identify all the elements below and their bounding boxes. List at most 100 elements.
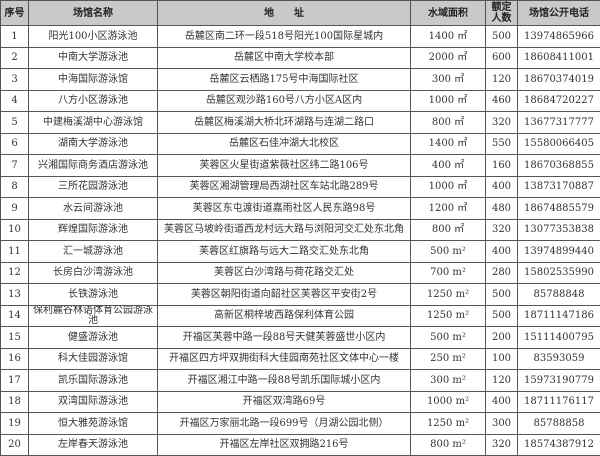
water-area: 1250 m² (411, 413, 486, 435)
venue-phone: 18684720227 (518, 90, 600, 112)
header-phone: 场馆公开电话 (518, 1, 600, 26)
venue-phone: 85788858 (518, 413, 600, 435)
venue-name: 兴湘国际商务酒店游泳池 (29, 155, 158, 177)
row-number: 17 (1, 370, 29, 392)
row-number: 1 (1, 26, 29, 48)
water-area: 1000 ㎡ (411, 176, 486, 198)
water-area: 250 m² (411, 348, 486, 370)
rated-capacity: 280 (486, 262, 518, 284)
venue-phone: 15973190779 (518, 370, 600, 392)
rated-capacity: 160 (486, 155, 518, 177)
venue-address: 开福区双湾路69号 (158, 391, 411, 413)
water-area: 1200 ㎡ (411, 198, 486, 220)
venue-phone: 13974899440 (518, 241, 600, 263)
row-number: 5 (1, 112, 29, 134)
venue-phone: 18670374019 (518, 69, 600, 91)
water-area: 2000 ㎡ (411, 47, 486, 69)
venue-address: 岳麓区观沙路160号八方小区A区内 (158, 90, 411, 112)
header-name: 场馆名称 (29, 1, 158, 26)
row-number: 16 (1, 348, 29, 370)
water-area: 300 m² (411, 370, 486, 392)
venue-name: 中海国际游泳馆 (29, 69, 158, 91)
venue-phone: 18608411001 (518, 47, 600, 69)
rated-capacity: 480 (486, 198, 518, 220)
venue-phone: 18711147186 (518, 305, 600, 327)
venue-name: 三所花园游泳池 (29, 176, 158, 198)
venue-phone: 18674885579 (518, 198, 600, 220)
venue-name: 双湾国际游泳池 (29, 391, 158, 413)
water-area: 1250 m² (411, 284, 486, 306)
venue-address: 开福区万家丽北路一段699号（月湖公园北侧） (158, 413, 411, 435)
rated-capacity: 300 (486, 413, 518, 435)
venue-address: 芙蓉区朝阳街道向韶社区芙蓉区平安街2号 (158, 284, 411, 306)
water-area: 300 ㎡ (411, 69, 486, 91)
venue-name: 阳光100小区游泳池 (29, 26, 158, 48)
venue-name: 长房白沙湾游泳池 (29, 262, 158, 284)
row-number: 14 (1, 305, 29, 327)
water-area: 1000 ㎡ (411, 90, 486, 112)
header-area: 水域面积 (411, 1, 486, 26)
rated-capacity: 400 (486, 391, 518, 413)
venue-phone: 13077353838 (518, 219, 600, 241)
water-area: 1400 ㎡ (411, 26, 486, 48)
venue-phone: 13677317777 (518, 112, 600, 134)
venue-phone: 15580066405 (518, 133, 600, 155)
venue-name: 健盛游泳池 (29, 327, 158, 349)
venue-address: 芙蓉区红旗路与远大二路交汇处东北角 (158, 241, 411, 263)
row-number: 11 (1, 241, 29, 263)
row-number: 18 (1, 391, 29, 413)
rated-capacity: 500 (486, 305, 518, 327)
row-number: 2 (1, 47, 29, 69)
row-number: 4 (1, 90, 29, 112)
row-number: 7 (1, 155, 29, 177)
water-area: 500 m² (411, 241, 486, 263)
venue-phone: 15111400795 (518, 327, 600, 349)
water-area: 500 m² (411, 327, 486, 349)
venue-name: 水云间游泳池 (29, 198, 158, 220)
rated-capacity: 500 (486, 284, 518, 306)
header-capacity: 额定人数 (486, 1, 518, 26)
table-header-row: 序号 场馆名称 地 址 水域面积 额定人数 场馆公开电话 (1, 1, 600, 26)
row-number: 8 (1, 176, 29, 198)
rated-capacity: 100 (486, 348, 518, 370)
rated-capacity: 550 (486, 133, 518, 155)
water-area: 800 ㎡ (411, 219, 486, 241)
rated-capacity: 500 (486, 26, 518, 48)
venue-name: 中南大学游泳池 (29, 47, 158, 69)
venue-name: 辉煌国际游泳池 (29, 219, 158, 241)
venue-name: 八方小区游泳池 (29, 90, 158, 112)
water-area: 1400 ㎡ (411, 133, 486, 155)
venue-name: 科大佳园游泳馆 (29, 348, 158, 370)
row-number: 20 (1, 434, 29, 456)
venue-address: 开福区芙蓉中路一段88号天健芙蓉盛世小区内 (158, 327, 411, 349)
venue-phone: 15802535990 (518, 262, 600, 284)
venue-address: 芙蓉区马坡岭街道西龙村远大路与浏阳河交汇处东北角 (158, 219, 411, 241)
header-address: 地 址 (158, 1, 411, 26)
venue-address: 岳麓区云栖路175号中海国际社区 (158, 69, 411, 91)
venue-address: 岳麓区南二环一段518号阳光100国际星城内 (158, 26, 411, 48)
row-number: 6 (1, 133, 29, 155)
rated-capacity: 320 (486, 434, 518, 456)
venue-phone: 13873170887 (518, 176, 600, 198)
rated-capacity: 320 (486, 219, 518, 241)
rated-capacity: 600 (486, 47, 518, 69)
venue-address: 芙蓉区湘湖管理局西湖社区车站北路289号 (158, 176, 411, 198)
venue-name: 汇一城游泳池 (29, 241, 158, 263)
row-number: 15 (1, 327, 29, 349)
row-number: 19 (1, 413, 29, 435)
venue-address: 高新区桐梓坡西路保利体育公园 (158, 305, 411, 327)
